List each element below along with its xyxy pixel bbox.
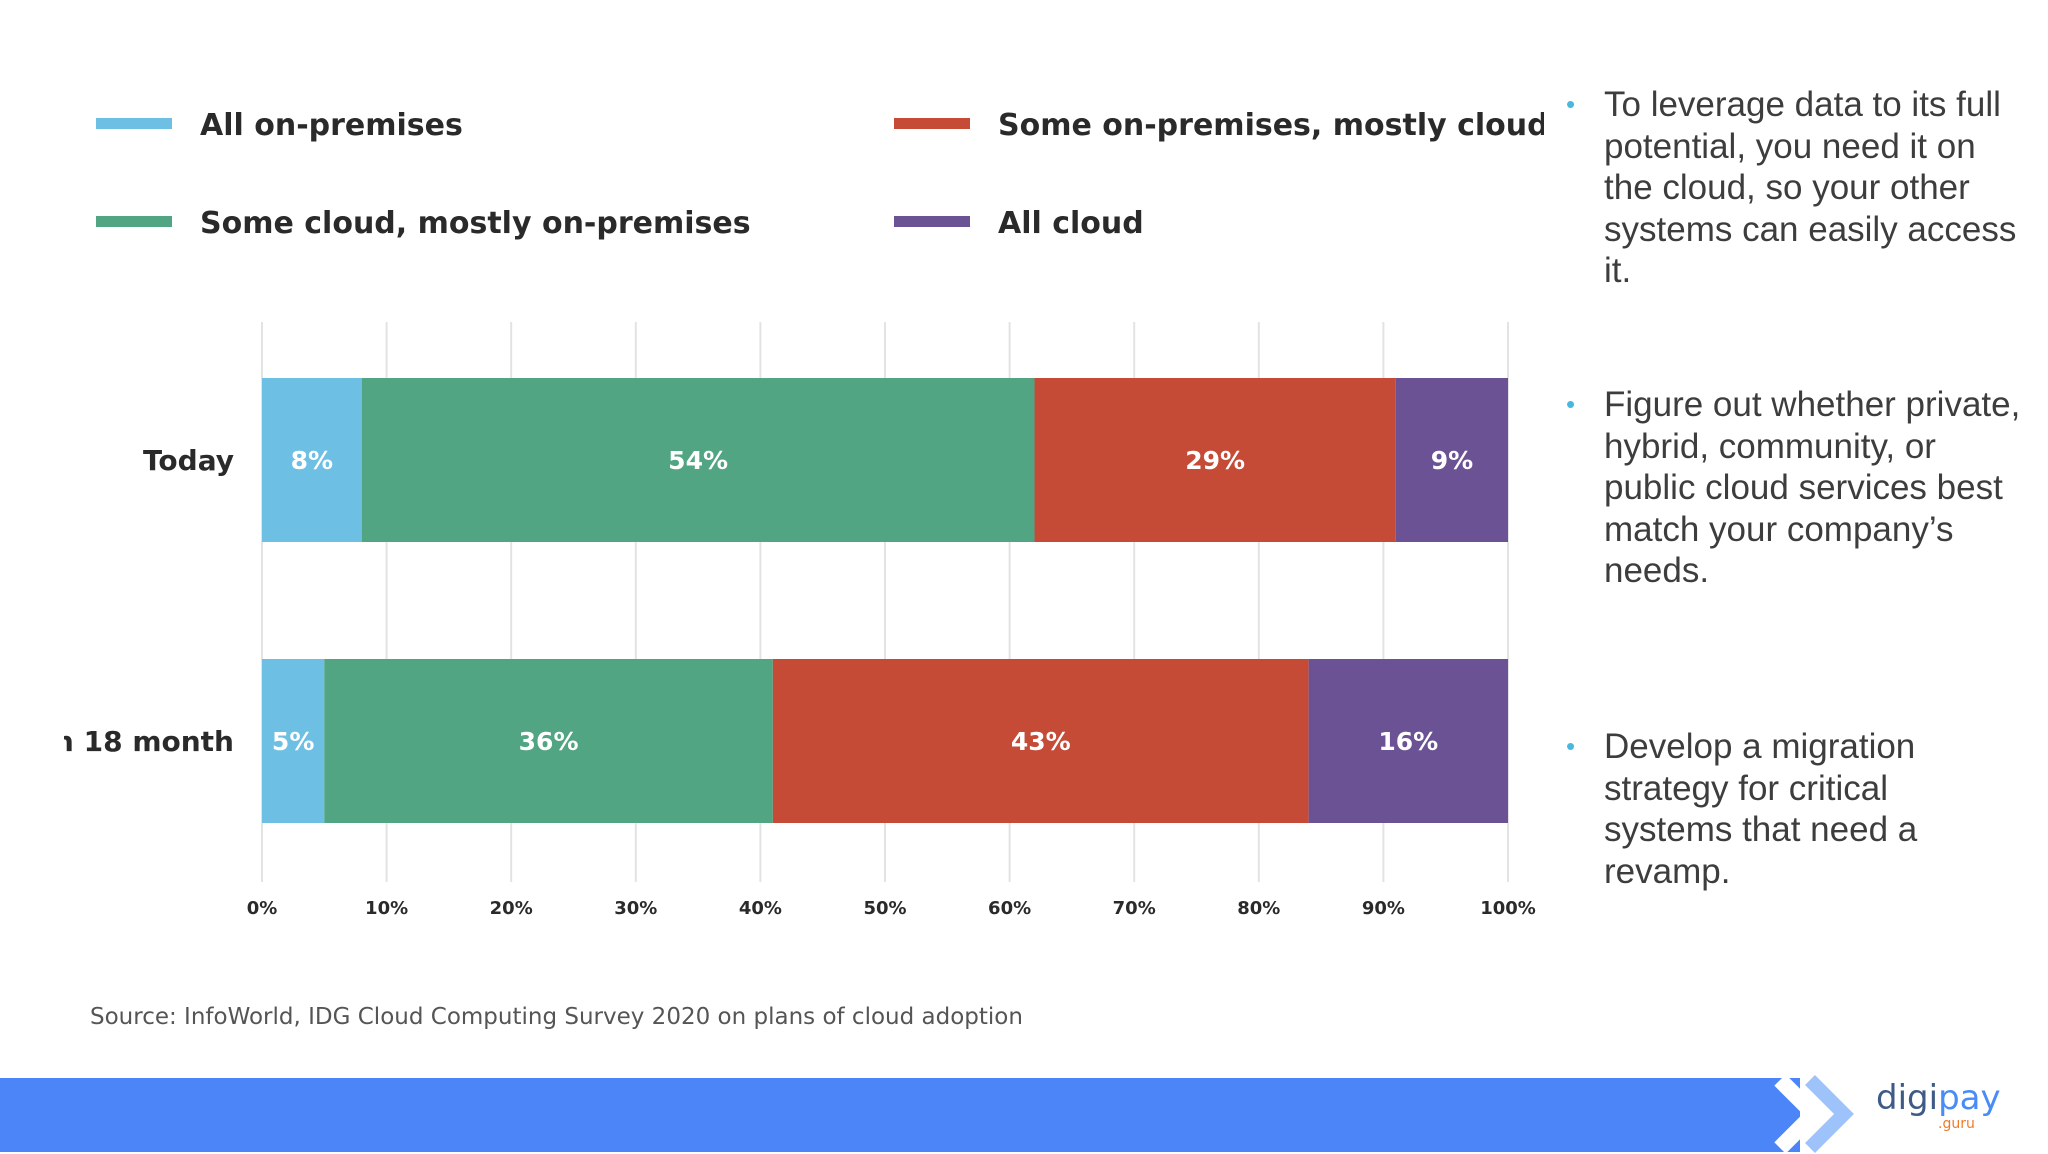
- legend-label: All on-premises: [200, 108, 463, 143]
- chart-source-note: Source: InfoWorld, IDG Cloud Computing S…: [90, 1004, 1023, 1030]
- x-tick-label: 40%: [739, 898, 782, 919]
- legend-label: All cloud: [998, 206, 1144, 241]
- bullet-item: • Develop a migration strategy for criti…: [1566, 726, 2026, 892]
- x-tick-label: 60%: [988, 898, 1031, 919]
- x-tick-label: 10%: [365, 898, 408, 919]
- data-label: 8%: [291, 446, 333, 475]
- legend-label: Some cloud, mostly on-premises: [200, 206, 751, 241]
- double-chevron-icon: [1774, 1074, 1854, 1154]
- bar-segment: [262, 378, 362, 542]
- bullet-text: Figure out whether private, hybrid, comm…: [1604, 385, 2021, 590]
- category-label: In 18 month: [64, 725, 234, 758]
- footer-band: [0, 1078, 1800, 1152]
- bullet-text: To leverage data to its full potential, …: [1604, 85, 2017, 290]
- x-tick-label: 100%: [1480, 898, 1536, 919]
- data-label: 5%: [272, 727, 314, 756]
- bar-segment: [1034, 378, 1396, 542]
- data-label: 16%: [1378, 727, 1438, 756]
- bar-segment: [324, 659, 773, 823]
- stacked-bar-chart: 0% 10% 20% 30% 40% 50% 60% 70% 80% 90% 100% All on-…: [64, 108, 1544, 919]
- bullet-marker-icon: •: [1566, 389, 1576, 419]
- legend-swatch: [96, 118, 172, 129]
- data-label: 36%: [519, 727, 579, 756]
- data-label: 9%: [1431, 446, 1473, 475]
- x-tick-label: 80%: [1237, 898, 1280, 919]
- bullet-marker-icon: •: [1566, 731, 1576, 761]
- logo-suffix: .guru: [1938, 1116, 1975, 1132]
- x-tick-label: 0%: [247, 898, 278, 919]
- legend-swatch: [894, 216, 970, 227]
- legend-label: Some on-premises, mostly cloud: [998, 108, 1544, 143]
- bullet-item: • To leverage data to its full potential…: [1566, 84, 2026, 292]
- bar-segment: [1308, 659, 1508, 823]
- bar-segment: [772, 659, 1309, 823]
- bar-segment: [262, 659, 325, 823]
- data-label: 43%: [1011, 727, 1071, 756]
- bar-segment: [361, 378, 1035, 542]
- bullet-text: Develop a migration strategy for critica…: [1604, 727, 1918, 891]
- logo-wordmark: digipay: [1876, 1078, 2001, 1118]
- x-tick-label: 70%: [1113, 898, 1156, 919]
- bullet-marker-icon: •: [1566, 89, 1576, 119]
- x-tick-label: 50%: [863, 898, 906, 919]
- company-logo: digipay .guru: [1876, 1078, 2016, 1138]
- x-tick-label: 20%: [490, 898, 533, 919]
- legend-swatch: [96, 216, 172, 227]
- chart-panel: 0% 10% 20% 30% 40% 50% 60% 70% 80% 90% 100% All on-…: [64, 56, 1544, 1046]
- bar-segment: [1395, 378, 1508, 542]
- data-label: 54%: [668, 446, 728, 475]
- x-tick-label: 90%: [1362, 898, 1405, 919]
- category-label: Today: [143, 444, 234, 477]
- bullet-item: • Figure out whether private, hybrid, co…: [1566, 384, 2026, 592]
- legend-swatch: [894, 118, 970, 129]
- data-label: 29%: [1185, 446, 1245, 475]
- x-tick-label: 30%: [614, 898, 657, 919]
